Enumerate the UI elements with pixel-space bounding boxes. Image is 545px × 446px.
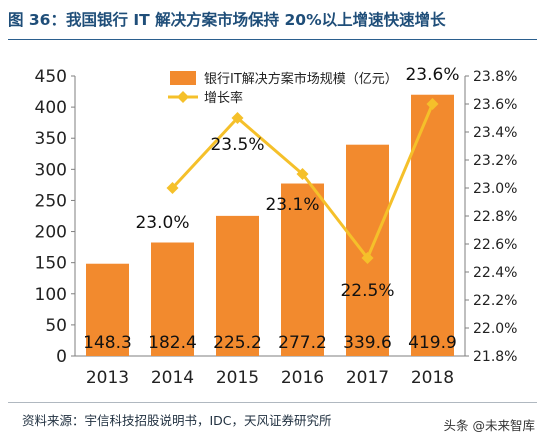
right-tick-label: 23.2%: [473, 153, 517, 169]
chart-axes: 0 50 100 150 200 250 300 350 400 450 21.8% 22.0% 22.…: [35, 67, 518, 388]
figure-title: 图 36：我国银行 IT 解决方案市场保持 20%以上增速快速增长: [8, 11, 446, 29]
x-tick-label: 2014: [151, 368, 194, 388]
right-tick-label: 22.0%: [473, 321, 517, 337]
left-tick-label: 0: [56, 347, 67, 367]
growth-rate-label: 23.6%: [405, 65, 459, 85]
growth-rate-point: [231, 112, 244, 124]
left-tick-label: 300: [35, 160, 67, 180]
bar-value-label: 148.3: [83, 333, 132, 353]
x-tick-label: 2018: [411, 368, 454, 388]
bar-value-label: 339.6: [343, 333, 392, 353]
left-tick-label: 350: [35, 129, 67, 149]
legend-line-label: 增长率: [204, 90, 243, 106]
growth-rate-point: [361, 252, 374, 264]
left-tick-label: 150: [35, 254, 67, 274]
x-tick-label: 2016: [281, 368, 324, 388]
bar-value-label: 182.4: [148, 333, 197, 353]
bar-series: [86, 94, 454, 357]
x-tick-label: 2017: [346, 368, 389, 388]
bar: [411, 94, 454, 357]
growth-rate-point: [166, 182, 179, 194]
left-tick-label: 250: [35, 191, 67, 211]
growth-rate-label: 23.1%: [265, 195, 319, 215]
legend-line-marker: [177, 91, 189, 103]
right-tick-label: 22.2%: [473, 293, 517, 309]
bar: [216, 215, 259, 356]
title-divider: [8, 39, 537, 40]
bar: [281, 183, 324, 356]
left-tick-label: 100: [35, 285, 67, 305]
right-tick-label: 23.0%: [473, 181, 517, 197]
growth-rate-series: [166, 98, 439, 264]
bar-value-label: 277.2: [278, 333, 327, 353]
bar: [346, 144, 389, 356]
x-tick-label: 2015: [216, 368, 259, 388]
source-note: 资料来源：宇信科技招股说明书，IDC，天风证券研究所: [22, 413, 332, 428]
legend-bar-swatch: [170, 71, 196, 85]
growth-rate-point: [426, 98, 439, 110]
x-tick-label: 2013: [86, 368, 129, 388]
left-tick-label: 50: [45, 316, 67, 336]
left-tick-label: 200: [35, 223, 67, 243]
right-tick-label: 23.6%: [473, 97, 517, 113]
right-tick-label: 22.8%: [473, 209, 517, 225]
bar: [86, 263, 129, 356]
right-tick-label: 22.6%: [473, 237, 517, 253]
right-tick-label: 22.4%: [473, 265, 517, 281]
legend-bar-label: 银行IT解决方案市场规模（亿元）: [204, 71, 398, 87]
source-divider: [8, 402, 537, 403]
bar: [151, 242, 194, 356]
left-tick-label: 400: [35, 98, 67, 118]
growth-rate-label: 22.5%: [340, 281, 394, 301]
chart-legend: 银行IT解决方案市场规模（亿元） 增长率: [168, 71, 398, 106]
growth-rate-label: 23.0%: [135, 213, 189, 233]
bar-value-label: 225.2: [213, 333, 262, 353]
data-labels: 148.3 182.4 225.2 277.2 339.6 419.9 23.0% 23.5%…: [83, 65, 459, 353]
left-tick-label: 450: [35, 67, 67, 87]
right-tick-label: 21.8%: [473, 349, 517, 365]
right-tick-label: 23.8%: [473, 69, 517, 85]
right-tick-label: 23.4%: [473, 125, 517, 141]
growth-rate-label: 23.5%: [210, 135, 264, 155]
growth-rate-point: [296, 168, 309, 180]
bar-line-chart: 0 50 100 150 200 250 300 350 400 450 21.8% 22.0% 22.…: [35, 65, 518, 388]
watermark: 头条 @未来智库: [443, 418, 535, 433]
bar-value-label: 419.9: [408, 333, 457, 353]
